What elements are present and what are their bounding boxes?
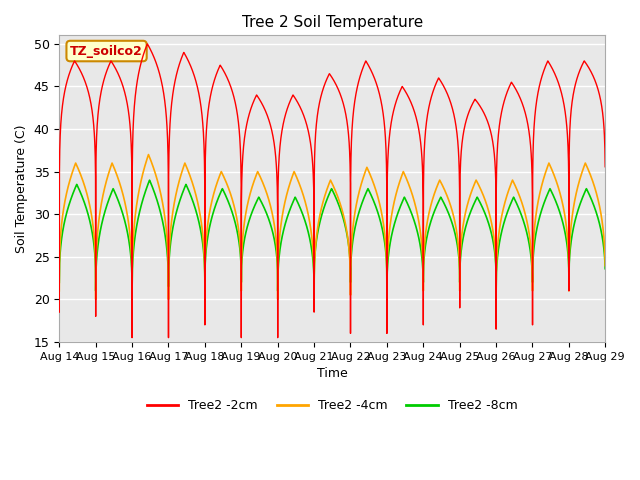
X-axis label: Time: Time — [317, 367, 348, 380]
Text: TZ_soilco2: TZ_soilco2 — [70, 45, 143, 58]
Y-axis label: Soil Temperature (C): Soil Temperature (C) — [15, 124, 28, 253]
Title: Tree 2 Soil Temperature: Tree 2 Soil Temperature — [242, 15, 423, 30]
Legend: Tree2 -2cm, Tree2 -4cm, Tree2 -8cm: Tree2 -2cm, Tree2 -4cm, Tree2 -8cm — [142, 394, 522, 417]
